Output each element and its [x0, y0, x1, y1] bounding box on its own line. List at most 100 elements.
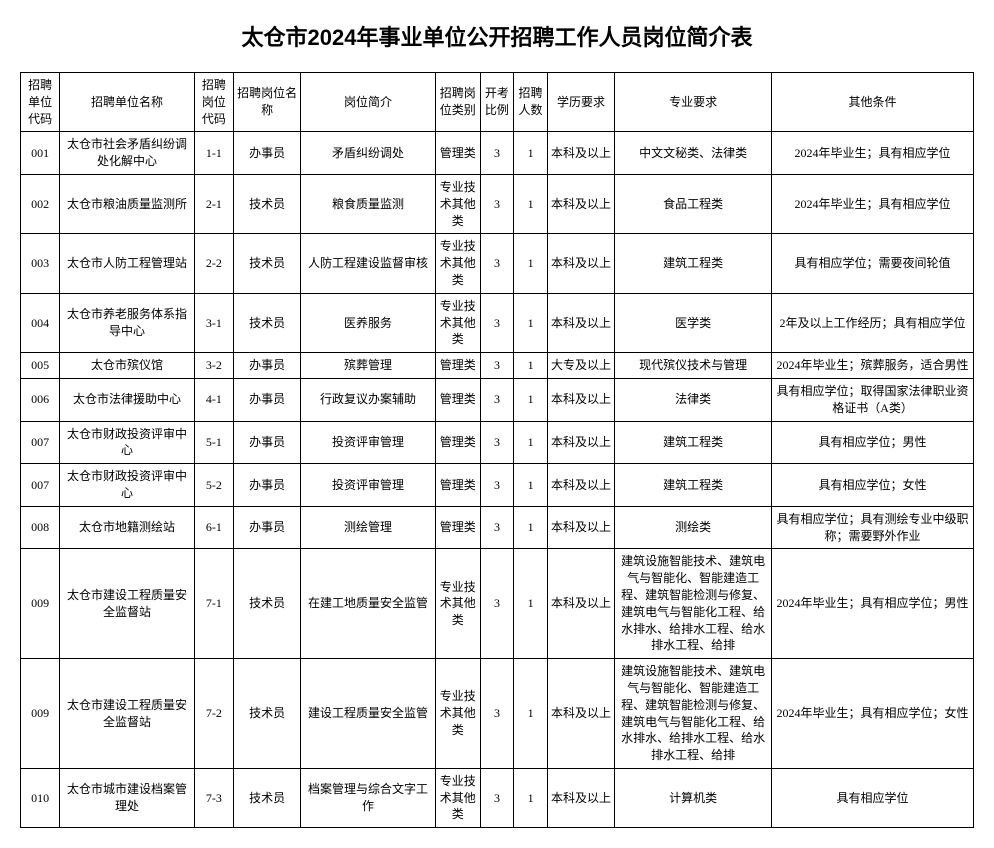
cell-unit_code: 001 [21, 132, 60, 175]
cell-pos_type: 管理类 [435, 506, 480, 549]
job-table: 招聘单位代码 招聘单位名称 招聘岗位代码 招聘岗位名称 岗位简介 招聘岗位类别 … [20, 72, 974, 828]
cell-unit_code: 010 [21, 768, 60, 827]
cell-ratio: 3 [480, 378, 514, 421]
cell-num: 1 [514, 464, 548, 507]
cell-num: 1 [514, 768, 548, 827]
cell-major: 建筑工程类 [615, 234, 772, 293]
cell-unit_name: 太仓市财政投资评审中心 [60, 421, 195, 464]
cell-intro: 粮食质量监测 [301, 174, 436, 233]
cell-other: 2024年毕业生；具有相应学位；女性 [772, 659, 974, 769]
cell-ratio: 3 [480, 234, 514, 293]
cell-ratio: 3 [480, 506, 514, 549]
cell-major: 医学类 [615, 293, 772, 352]
cell-edu: 本科及以上 [547, 293, 614, 352]
cell-other: 具有相应学位；取得国家法律职业资格证书（A类） [772, 378, 974, 421]
th-num: 招聘人数 [514, 73, 548, 132]
cell-pos_name: 技术员 [233, 549, 300, 659]
cell-major: 建筑工程类 [615, 421, 772, 464]
cell-pos_type: 管理类 [435, 464, 480, 507]
th-unit-name: 招聘单位名称 [60, 73, 195, 132]
cell-other: 2024年毕业生；具有相应学位 [772, 132, 974, 175]
cell-num: 1 [514, 659, 548, 769]
th-intro: 岗位简介 [301, 73, 436, 132]
cell-edu: 本科及以上 [547, 549, 614, 659]
table-row: 007太仓市财政投资评审中心5-2办事员投资评审管理管理类31本科及以上建筑工程… [21, 464, 974, 507]
cell-edu: 本科及以上 [547, 174, 614, 233]
cell-pos_code: 2-2 [194, 234, 233, 293]
cell-num: 1 [514, 353, 548, 379]
cell-other: 2年及以上工作经历；具有相应学位 [772, 293, 974, 352]
cell-pos_type: 专业技术其他类 [435, 293, 480, 352]
cell-unit_name: 太仓市财政投资评审中心 [60, 464, 195, 507]
cell-unit_code: 004 [21, 293, 60, 352]
cell-other: 具有相应学位；女性 [772, 464, 974, 507]
th-pos-type: 招聘岗位类别 [435, 73, 480, 132]
table-header-row: 招聘单位代码 招聘单位名称 招聘岗位代码 招聘岗位名称 岗位简介 招聘岗位类别 … [21, 73, 974, 132]
cell-num: 1 [514, 549, 548, 659]
cell-other: 2024年毕业生；殡葬服务，适合男性 [772, 353, 974, 379]
cell-edu: 本科及以上 [547, 768, 614, 827]
cell-ratio: 3 [480, 549, 514, 659]
cell-unit_name: 太仓市建设工程质量安全监督站 [60, 549, 195, 659]
cell-ratio: 3 [480, 132, 514, 175]
cell-pos_code: 3-1 [194, 293, 233, 352]
th-major: 专业要求 [615, 73, 772, 132]
cell-pos_code: 4-1 [194, 378, 233, 421]
cell-unit_code: 007 [21, 421, 60, 464]
cell-pos_name: 技术员 [233, 234, 300, 293]
cell-unit_name: 太仓市殡仪馆 [60, 353, 195, 379]
cell-ratio: 3 [480, 768, 514, 827]
cell-num: 1 [514, 293, 548, 352]
cell-other: 具有相应学位；具有测绘专业中级职称；需要野外作业 [772, 506, 974, 549]
cell-major: 测绘类 [615, 506, 772, 549]
cell-ratio: 3 [480, 293, 514, 352]
table-row: 004太仓市养老服务体系指导中心3-1技术员医养服务专业技术其他类31本科及以上… [21, 293, 974, 352]
cell-unit_name: 太仓市粮油质量监测所 [60, 174, 195, 233]
cell-pos_type: 专业技术其他类 [435, 659, 480, 769]
table-row: 007太仓市财政投资评审中心5-1办事员投资评审管理管理类31本科及以上建筑工程… [21, 421, 974, 464]
table-row: 003太仓市人防工程管理站2-2技术员人防工程建设监督审核专业技术其他类31本科… [21, 234, 974, 293]
cell-pos_name: 技术员 [233, 659, 300, 769]
cell-intro: 行政复议办案辅助 [301, 378, 436, 421]
cell-major: 现代殡仪技术与管理 [615, 353, 772, 379]
table-row: 008太仓市地籍测绘站6-1办事员测绘管理管理类31本科及以上测绘类具有相应学位… [21, 506, 974, 549]
cell-edu: 本科及以上 [547, 464, 614, 507]
cell-other: 具有相应学位；需要夜间轮值 [772, 234, 974, 293]
cell-unit_name: 太仓市法律援助中心 [60, 378, 195, 421]
cell-unit_code: 002 [21, 174, 60, 233]
table-row: 009太仓市建设工程质量安全监督站7-2技术员建设工程质量安全监管专业技术其他类… [21, 659, 974, 769]
cell-pos_type: 专业技术其他类 [435, 768, 480, 827]
cell-pos_code: 7-3 [194, 768, 233, 827]
cell-pos_type: 专业技术其他类 [435, 234, 480, 293]
cell-num: 1 [514, 234, 548, 293]
cell-pos_code: 7-2 [194, 659, 233, 769]
cell-pos_name: 办事员 [233, 506, 300, 549]
cell-intro: 建设工程质量安全监管 [301, 659, 436, 769]
cell-pos_code: 2-1 [194, 174, 233, 233]
cell-ratio: 3 [480, 659, 514, 769]
th-other: 其他条件 [772, 73, 974, 132]
cell-ratio: 3 [480, 421, 514, 464]
table-row: 010太仓市城市建设档案管理处7-3技术员档案管理与综合文字工作专业技术其他类3… [21, 768, 974, 827]
cell-unit_name: 太仓市地籍测绘站 [60, 506, 195, 549]
th-unit-code: 招聘单位代码 [21, 73, 60, 132]
cell-num: 1 [514, 132, 548, 175]
cell-unit_code: 005 [21, 353, 60, 379]
cell-pos_name: 办事员 [233, 464, 300, 507]
th-ratio: 开考比例 [480, 73, 514, 132]
table-row: 002太仓市粮油质量监测所2-1技术员粮食质量监测专业技术其他类31本科及以上食… [21, 174, 974, 233]
cell-pos_code: 6-1 [194, 506, 233, 549]
cell-pos_name: 办事员 [233, 132, 300, 175]
cell-other: 具有相应学位 [772, 768, 974, 827]
cell-unit_name: 太仓市养老服务体系指导中心 [60, 293, 195, 352]
cell-edu: 本科及以上 [547, 378, 614, 421]
cell-pos_name: 办事员 [233, 378, 300, 421]
cell-unit_name: 太仓市建设工程质量安全监督站 [60, 659, 195, 769]
cell-unit_name: 太仓市城市建设档案管理处 [60, 768, 195, 827]
cell-pos_name: 办事员 [233, 421, 300, 464]
cell-edu: 本科及以上 [547, 132, 614, 175]
cell-unit_name: 太仓市社会矛盾纠纷调处化解中心 [60, 132, 195, 175]
cell-intro: 投资评审管理 [301, 464, 436, 507]
table-row: 006太仓市法律援助中心4-1办事员行政复议办案辅助管理类31本科及以上法律类具… [21, 378, 974, 421]
table-row: 001太仓市社会矛盾纠纷调处化解中心1-1办事员矛盾纠纷调处管理类31本科及以上… [21, 132, 974, 175]
